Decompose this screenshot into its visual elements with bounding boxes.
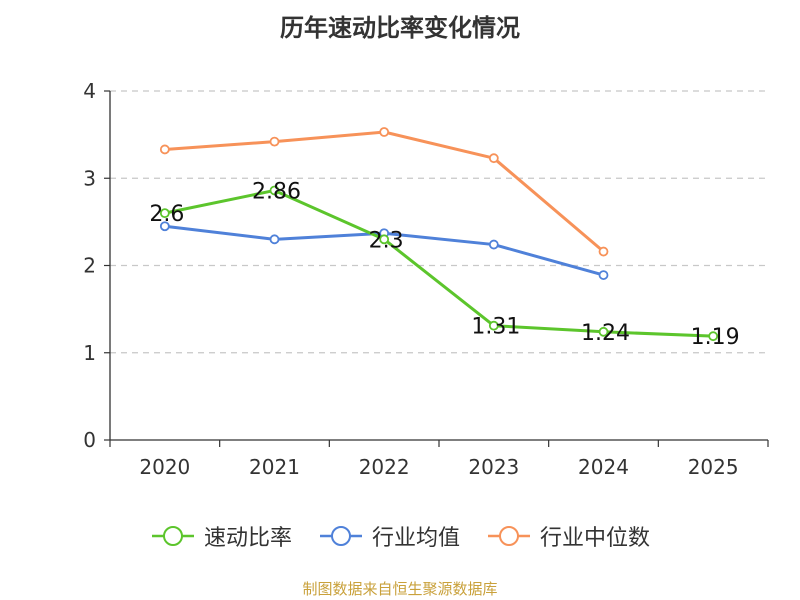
data-point-s2-2023[interactable] — [488, 153, 499, 164]
legend-label-quick-ratio: 速动比率 — [203, 526, 292, 551]
data-label-2020: 2.6 — [149, 202, 184, 227]
y-tick-label: 3 — [83, 166, 96, 190]
data-label-2024: 1.24 — [581, 321, 630, 346]
data-point-s1-2023[interactable] — [488, 239, 499, 250]
data-point-s2-2022[interactable] — [379, 127, 390, 137]
chart-title: 历年速动比率变化情况 — [280, 14, 520, 42]
data-point-s1-2021[interactable] — [269, 234, 280, 245]
data-label-2022: 2.3 — [369, 228, 404, 253]
data-point-s1-2024[interactable] — [598, 270, 609, 280]
legend: 速动比率 行业均值 行业中位数 — [0, 520, 800, 552]
data-source-note: 制图数据来自恒生聚源数据库 — [302, 580, 498, 598]
legend-item-industry-median[interactable]: 行业中位数 — [486, 520, 650, 552]
data-label-2023: 1.31 — [471, 315, 520, 340]
y-tick-label: 4 — [83, 79, 96, 103]
data-point-s0-2024[interactable] — [598, 326, 609, 337]
x-tick-label-2020: 2020 — [139, 455, 190, 479]
y-tick-label: 1 — [83, 341, 96, 365]
series-line-0 — [164, 188, 714, 338]
legend-swatch-industry-median — [488, 526, 530, 546]
data-point-s0-2021[interactable] — [269, 185, 280, 196]
data-point-s0-2022[interactable] — [379, 234, 390, 245]
legend-swatch-quick-ratio — [151, 526, 194, 546]
x-tick-label-2025: 2025 — [688, 455, 739, 479]
legend-label-industry-mean: 行业均值 — [371, 526, 460, 551]
data-point-s2-2021[interactable] — [269, 136, 280, 147]
x-tick-label-2021: 2021 — [249, 455, 300, 479]
data-label-2025: 1.19 — [691, 325, 740, 350]
legend-label-industry-median: 行业中位数 — [540, 526, 651, 551]
x-tick-label-2024: 2024 — [578, 455, 629, 479]
x-tick-label-2022: 2022 — [359, 455, 410, 479]
x-tick-label-2023: 2023 — [468, 455, 519, 479]
data-point-s1-2020[interactable] — [159, 221, 170, 232]
y-tick-label: 2 — [83, 254, 96, 278]
legend-item-industry-mean[interactable]: 行业均值 — [318, 520, 460, 552]
y-tick-label: 0 — [83, 428, 96, 452]
data-point-s2-2024[interactable] — [598, 246, 609, 257]
data-label-2021: 2.86 — [252, 179, 301, 204]
legend-swatch-industry-mean — [319, 526, 362, 546]
legend-item-quick-ratio[interactable]: 速动比率 — [150, 520, 292, 552]
data-point-s0-2025[interactable] — [708, 331, 719, 342]
data-point-s2-2020[interactable] — [159, 144, 170, 155]
data-point-s0-2023[interactable] — [488, 320, 499, 331]
data-point-s0-2020[interactable] — [159, 208, 170, 219]
